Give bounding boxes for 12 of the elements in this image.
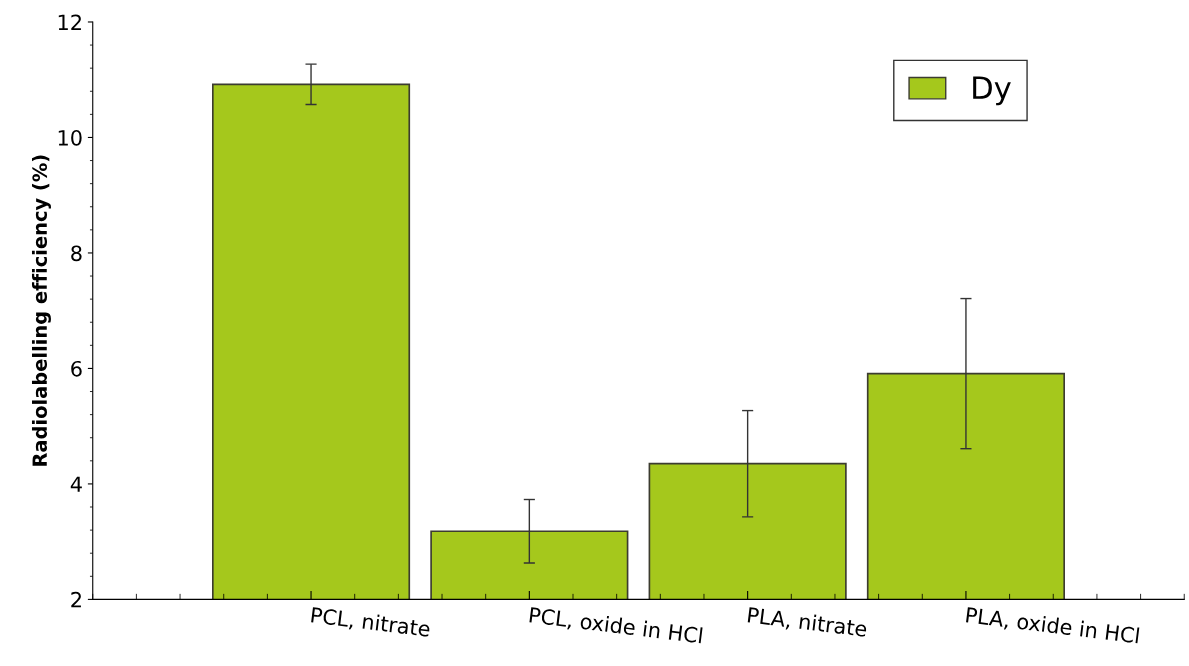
x-tick-label: PLA, oxide in HCl	[965, 606, 1140, 646]
y-tick-label: 12	[58, 14, 81, 30]
y-tick-label: 10	[58, 129, 82, 146]
y-tick-label: 6	[71, 360, 82, 377]
y-tick-label: 4	[70, 476, 82, 492]
y-tick-label: 2	[71, 591, 81, 608]
y-axis-title: Radiolabelling efficiency (%)	[31, 155, 51, 466]
legend-label: Dy	[973, 76, 1011, 106]
x-tick-label: PCL, nitrate	[310, 606, 431, 640]
x-tick-label: PCL, oxide in HCl	[529, 606, 703, 646]
y-tick-label: 8	[71, 245, 82, 262]
x-tick-label: PLA, nitrate	[747, 606, 868, 640]
